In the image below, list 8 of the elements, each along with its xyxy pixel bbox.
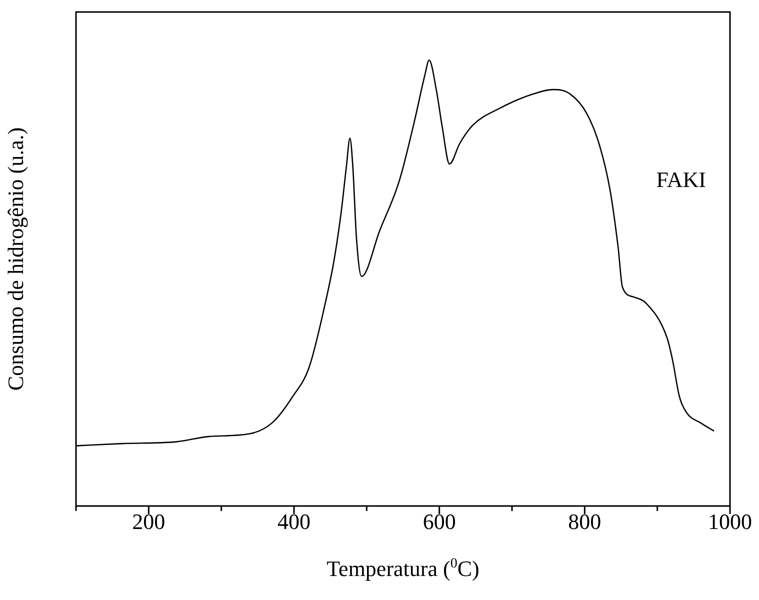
x-tick-label: 1000 xyxy=(708,508,752,534)
text: FAKI xyxy=(656,167,706,192)
x-tick-label: 600 xyxy=(422,508,456,534)
y-axis-title: Consumo de hidrogênio (u.a.) xyxy=(2,127,28,391)
x-tick-label: 800 xyxy=(568,508,602,534)
x-axis-title: Temperatura ($^{0}$C) xyxy=(326,556,480,582)
x-tick-label: 200 xyxy=(132,508,166,534)
x-tick-label: 400 xyxy=(278,508,310,534)
